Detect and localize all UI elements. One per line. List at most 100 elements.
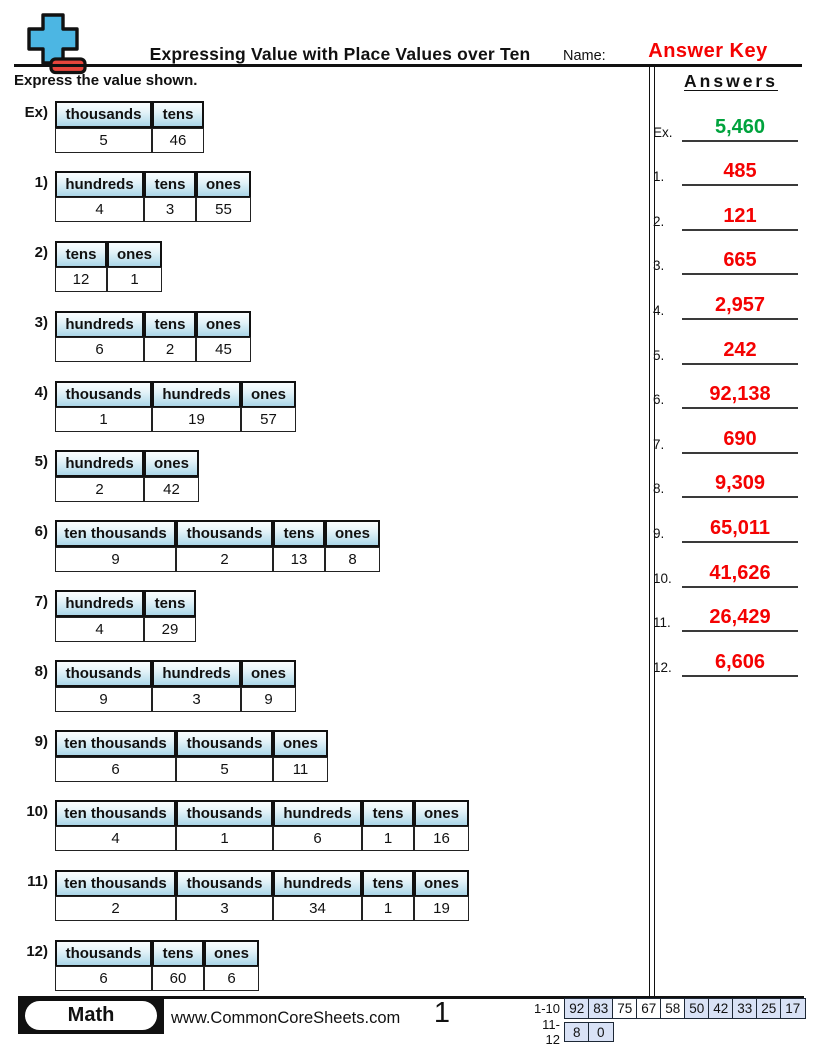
answer-item: 10. 41,626 xyxy=(648,543,798,588)
place-header-cell: thousands xyxy=(55,660,152,688)
website-url: www.CommonCoreSheets.com xyxy=(171,1009,401,1027)
place-value-row: 1 19 57 xyxy=(55,407,296,433)
place-value-row: 12 1 xyxy=(55,267,162,293)
place-value-cell: 2 xyxy=(55,896,176,922)
place-value-cell: 19 xyxy=(152,407,241,433)
problem-number: 3) xyxy=(34,313,48,331)
answer-value: 665 xyxy=(682,250,798,276)
answer-number: 10. xyxy=(653,570,672,586)
place-value-row: 6 5 11 xyxy=(55,756,328,782)
place-value-cell: 2 xyxy=(144,337,196,363)
problem-number: 4) xyxy=(34,383,48,401)
footer-rule xyxy=(18,996,804,999)
score-cell: 8 xyxy=(564,1021,590,1043)
answer-number: 3. xyxy=(653,258,665,274)
place-header-cell: hundreds xyxy=(55,170,144,198)
place-value-row: 5 46 xyxy=(55,127,204,153)
place-value-cell: 11 xyxy=(273,756,328,782)
place-header-cell: thousands xyxy=(55,101,152,128)
place-value-row: 4 1 6 1 16 xyxy=(55,826,469,852)
score-cell: 58 xyxy=(660,998,686,1019)
place-header-cell: thousands xyxy=(176,730,273,758)
place-value-cell: 5 xyxy=(55,127,152,153)
answer-number: 5. xyxy=(653,347,665,363)
problem: 9) ten thousands thousands ones 6 5 11 xyxy=(8,730,469,782)
problem-number: 10) xyxy=(26,802,48,820)
place-header-cell: hundreds xyxy=(55,310,144,338)
place-value-cell: 5 xyxy=(176,756,273,782)
place-value-row: 6 60 6 xyxy=(55,966,259,992)
score-cell: 25 xyxy=(756,998,782,1019)
place-value-cell: 6 xyxy=(55,756,176,782)
place-value-cell: 6 xyxy=(273,826,362,852)
place-header-cell: ones xyxy=(241,380,296,408)
place-value-table: thousands tens ones 6 60 6 xyxy=(55,939,259,992)
place-header-cell: ones xyxy=(273,730,328,758)
answer-item: 11. 26,429 xyxy=(648,588,798,633)
place-header-cell: ones xyxy=(325,520,380,548)
answer-item: 7. 690 xyxy=(648,409,798,454)
place-value-table: hundreds ones 2 42 xyxy=(55,450,199,502)
problem-number: 9) xyxy=(34,733,48,751)
place-header-cell: hundreds xyxy=(55,590,144,618)
place-header-cell: tens xyxy=(144,170,196,198)
place-header-cell: ones xyxy=(241,660,296,688)
place-header-row: thousands tens ones xyxy=(55,939,259,967)
score-row: 11-12 8 0 xyxy=(528,1017,806,1047)
place-header-cell: ones xyxy=(144,450,199,478)
plus-icon xyxy=(27,13,79,65)
place-header-cell: ones xyxy=(204,939,259,967)
place-header-cell: ones xyxy=(414,799,469,827)
place-value-cell: 19 xyxy=(414,896,469,922)
answer-value: 6,606 xyxy=(682,651,798,677)
problem: 8) thousands hundreds ones 9 3 9 xyxy=(8,660,469,712)
place-header-cell: tens xyxy=(55,240,107,268)
problem: 4) thousands hundreds ones 1 19 57 xyxy=(8,380,469,433)
place-header-row: ten thousands thousands ones xyxy=(55,730,328,758)
place-value-cell: 6 xyxy=(55,337,144,363)
place-header-cell: tens xyxy=(152,939,204,967)
answer-value: 2,957 xyxy=(682,294,798,320)
page-number: 1 xyxy=(433,997,451,1029)
answer-value: 690 xyxy=(682,428,798,454)
place-value-row: 4 3 55 xyxy=(55,197,251,223)
problem: 6) ten thousands thousands tens ones 9 2 13 8 xyxy=(8,520,469,572)
place-value-cell: 3 xyxy=(176,896,273,922)
place-value-cell: 34 xyxy=(273,896,362,922)
place-value-cell: 1 xyxy=(107,267,162,293)
answer-number: 8. xyxy=(653,481,665,497)
place-header-cell: ones xyxy=(107,240,162,268)
place-header-cell: ones xyxy=(196,310,251,338)
place-value-cell: 16 xyxy=(414,826,469,852)
place-value-table: ten thousands thousands hundreds tens ones 2 3… xyxy=(55,869,469,922)
place-header-row: hundreds ones xyxy=(55,450,199,478)
page-title: Expressing Value with Place Values over … xyxy=(149,44,531,64)
place-header-cell: hundreds xyxy=(55,450,144,478)
place-header-cell: ones xyxy=(414,869,469,897)
problem: 3) hundreds tens ones 6 2 45 xyxy=(8,310,469,363)
answer-value: 9,309 xyxy=(682,473,798,499)
place-header-cell: thousands xyxy=(55,939,152,967)
answer-number: 7. xyxy=(653,436,665,452)
score-cell: 50 xyxy=(684,998,710,1019)
place-header-cell: thousands xyxy=(55,380,152,408)
place-value-cell: 2 xyxy=(55,476,144,502)
place-value-row: 6 2 45 xyxy=(55,337,251,363)
math-brand-label: Math xyxy=(25,1000,157,1030)
place-value-cell: 55 xyxy=(196,197,251,223)
place-value-row: 9 2 13 8 xyxy=(55,546,380,572)
problem-number: 7) xyxy=(34,593,48,611)
place-value-row: 2 3 34 1 19 xyxy=(55,896,469,922)
problem-number: 2) xyxy=(34,243,48,261)
place-value-cell: 1 xyxy=(362,826,414,852)
answers-list: Ex. 5,460 1. 485 2. 121 3. 665 4. 2,957 5. 242 6. 92,… xyxy=(648,97,798,677)
answer-key-value: Answer Key xyxy=(648,40,768,62)
problem: 2) tens ones 12 1 xyxy=(8,240,469,293)
problem-number: Ex) xyxy=(24,104,48,121)
place-header-cell: ones xyxy=(196,170,251,198)
place-header-cell: hundreds xyxy=(152,380,241,408)
answer-item: 8. 9,309 xyxy=(648,454,798,499)
place-value-cell: 9 xyxy=(55,546,176,572)
place-header-cell: tens xyxy=(273,520,325,548)
place-value-table: ten thousands thousands ones 6 5 11 xyxy=(55,730,328,782)
